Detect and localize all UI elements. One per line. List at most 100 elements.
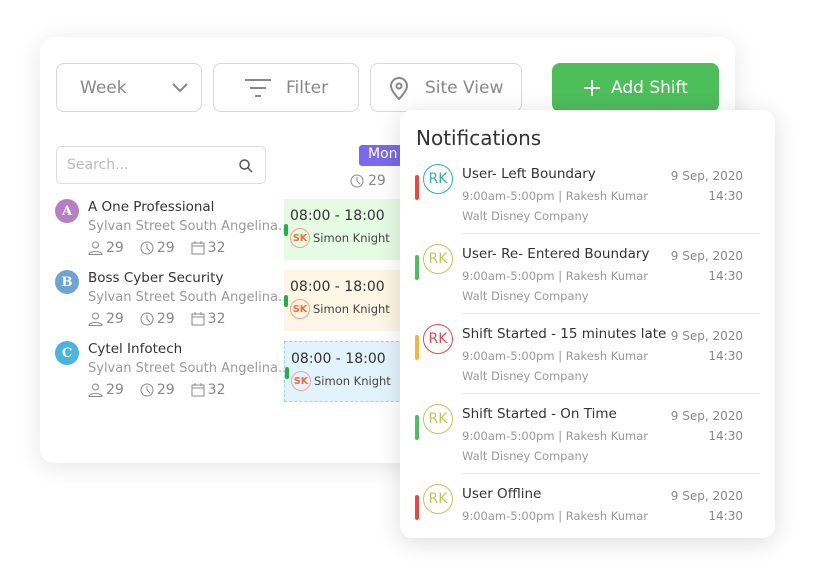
user-icon xyxy=(88,241,103,255)
shift-card[interactable]: 08:00 - 18:00 SK Simon Knight xyxy=(284,341,404,402)
notification-item[interactable]: RK Shift Started - On Time 9:00am-5:00pm… xyxy=(415,404,760,484)
week-label: Week xyxy=(80,77,127,98)
clock-icon xyxy=(140,383,154,397)
notification-shift: 9:00am-5:00pm | Rakesh Kumar xyxy=(462,429,649,443)
days-count: 32 xyxy=(207,311,226,327)
week-select[interactable]: Week xyxy=(56,63,202,112)
divider xyxy=(462,313,760,314)
clock-icon xyxy=(350,174,364,188)
notification-item[interactable]: RK User- Re- Entered Boundary 9:00am-5:0… xyxy=(415,244,760,324)
shift-card[interactable]: 08:00 - 18:00 SK Simon Knight xyxy=(284,199,404,260)
notification-title: Shift Started - On Time xyxy=(462,406,617,422)
users-count: 29 xyxy=(106,311,124,327)
person-name: Simon Knight xyxy=(313,302,390,316)
notifications-panel: Notifications RK User- Left Boundary 9:0… xyxy=(400,110,775,538)
person-avatar: SK xyxy=(290,228,310,248)
notification-company: Walt Disney Company xyxy=(462,449,589,463)
days-count: 32 xyxy=(207,240,226,256)
person-name: Simon Knight xyxy=(313,231,390,245)
user-icon xyxy=(88,383,103,397)
add-shift-button[interactable]: Add Shift xyxy=(552,63,719,112)
notification-time: 14:30 xyxy=(708,189,743,203)
divider xyxy=(462,233,760,234)
plus-icon xyxy=(584,79,601,96)
status-indicator xyxy=(415,415,419,440)
site-name: Cytel Infotech xyxy=(88,341,183,357)
shift-status-bar xyxy=(284,224,288,236)
clock-icon xyxy=(140,312,154,326)
search-input[interactable]: Search... xyxy=(56,146,266,184)
divider xyxy=(462,393,760,394)
filter-label: Filter xyxy=(286,77,329,98)
notification-shift: 9:00am-5:00pm | Rakesh Kumar xyxy=(462,349,649,363)
days-count: 32 xyxy=(207,382,226,398)
notification-company: Walt Disney Company xyxy=(462,209,589,223)
person-avatar: SK xyxy=(290,299,310,319)
notification-time: 14:30 xyxy=(708,509,743,523)
notification-company: Walt Disney Company xyxy=(462,289,589,303)
notification-time: 14:30 xyxy=(708,349,743,363)
notification-title: User- Left Boundary xyxy=(462,166,596,182)
site-avatar: A xyxy=(55,199,79,223)
notification-item[interactable]: RK User- Left Boundary 9:00am-5:00pm | R… xyxy=(415,164,760,244)
site-avatar: C xyxy=(55,341,79,365)
site-stats: 29 29 32 xyxy=(88,311,225,327)
notification-date: 9 Sep, 2020 xyxy=(670,409,743,423)
hours-count: 29 xyxy=(156,382,175,398)
add-shift-label: Add Shift xyxy=(611,77,688,98)
notification-title: User- Re- Entered Boundary xyxy=(462,246,650,262)
divider xyxy=(462,473,760,474)
status-indicator xyxy=(415,175,419,200)
user-avatar: RK xyxy=(423,484,453,514)
user-avatar: RK xyxy=(423,164,453,194)
chevron-down-icon xyxy=(171,82,188,92)
notification-item[interactable]: RK User Offline 9:00am-5:00pm | Rakesh K… xyxy=(415,484,760,564)
shift-time: 08:00 - 18:00 xyxy=(290,279,385,295)
site-address: Sylvan Street South Angelina.. xyxy=(88,219,287,234)
site-name: A One Professional xyxy=(88,199,215,215)
person-avatar: SK xyxy=(291,371,311,391)
notification-date: 9 Sep, 2020 xyxy=(670,489,743,503)
filter-button[interactable]: Filter xyxy=(213,63,359,112)
shift-card[interactable]: 08:00 - 18:00 SK Simon Knight xyxy=(284,270,404,331)
notifications-title: Notifications xyxy=(416,126,542,150)
users-count: 29 xyxy=(106,240,124,256)
notification-date: 9 Sep, 2020 xyxy=(670,249,743,263)
site-view-button[interactable]: Site View xyxy=(370,63,522,112)
shift-time: 08:00 - 18:00 xyxy=(291,351,386,367)
notification-company: Walt Disney Company xyxy=(462,369,589,383)
calendar-icon xyxy=(191,312,205,326)
site-avatar: B xyxy=(55,270,79,294)
day-count: 29 xyxy=(350,173,386,189)
notification-item[interactable]: RK Shift Started - 15 minutes late 9:00a… xyxy=(415,324,760,404)
site-stats: 29 29 32 xyxy=(88,382,225,398)
notification-time: 14:30 xyxy=(708,429,743,443)
site-address: Sylvan Street South Angelina.. xyxy=(88,290,287,305)
site-address: Sylvan Street South Angelina.. xyxy=(88,361,287,376)
user-icon xyxy=(88,312,103,326)
location-pin-icon xyxy=(389,76,409,100)
hours-count: 29 xyxy=(156,311,175,327)
site-view-label: Site View xyxy=(425,77,504,98)
notification-title: Shift Started - 15 minutes late xyxy=(462,326,667,342)
user-avatar: RK xyxy=(423,324,453,354)
site-name: Boss Cyber Security xyxy=(88,270,224,286)
site-stats: 29 29 32 xyxy=(88,240,225,256)
hours-count: 29 xyxy=(156,240,175,256)
calendar-icon xyxy=(191,383,205,397)
shift-status-bar xyxy=(285,367,289,379)
status-indicator xyxy=(415,495,419,520)
notification-time: 14:30 xyxy=(708,269,743,283)
search-icon xyxy=(239,159,253,173)
notification-date: 9 Sep, 2020 xyxy=(670,329,743,343)
calendar-icon xyxy=(191,241,205,255)
day-badge-mon[interactable]: Mon xyxy=(359,145,401,166)
filter-icon xyxy=(245,78,271,97)
user-avatar: RK xyxy=(423,244,453,274)
notification-shift: 9:00am-5:00pm | Rakesh Kumar xyxy=(462,509,649,523)
clock-icon xyxy=(140,241,154,255)
status-indicator xyxy=(415,255,419,280)
person-name: Simon Knight xyxy=(314,374,391,388)
notification-shift: 9:00am-5:00pm | Rakesh Kumar xyxy=(462,269,649,283)
status-indicator xyxy=(415,335,419,360)
